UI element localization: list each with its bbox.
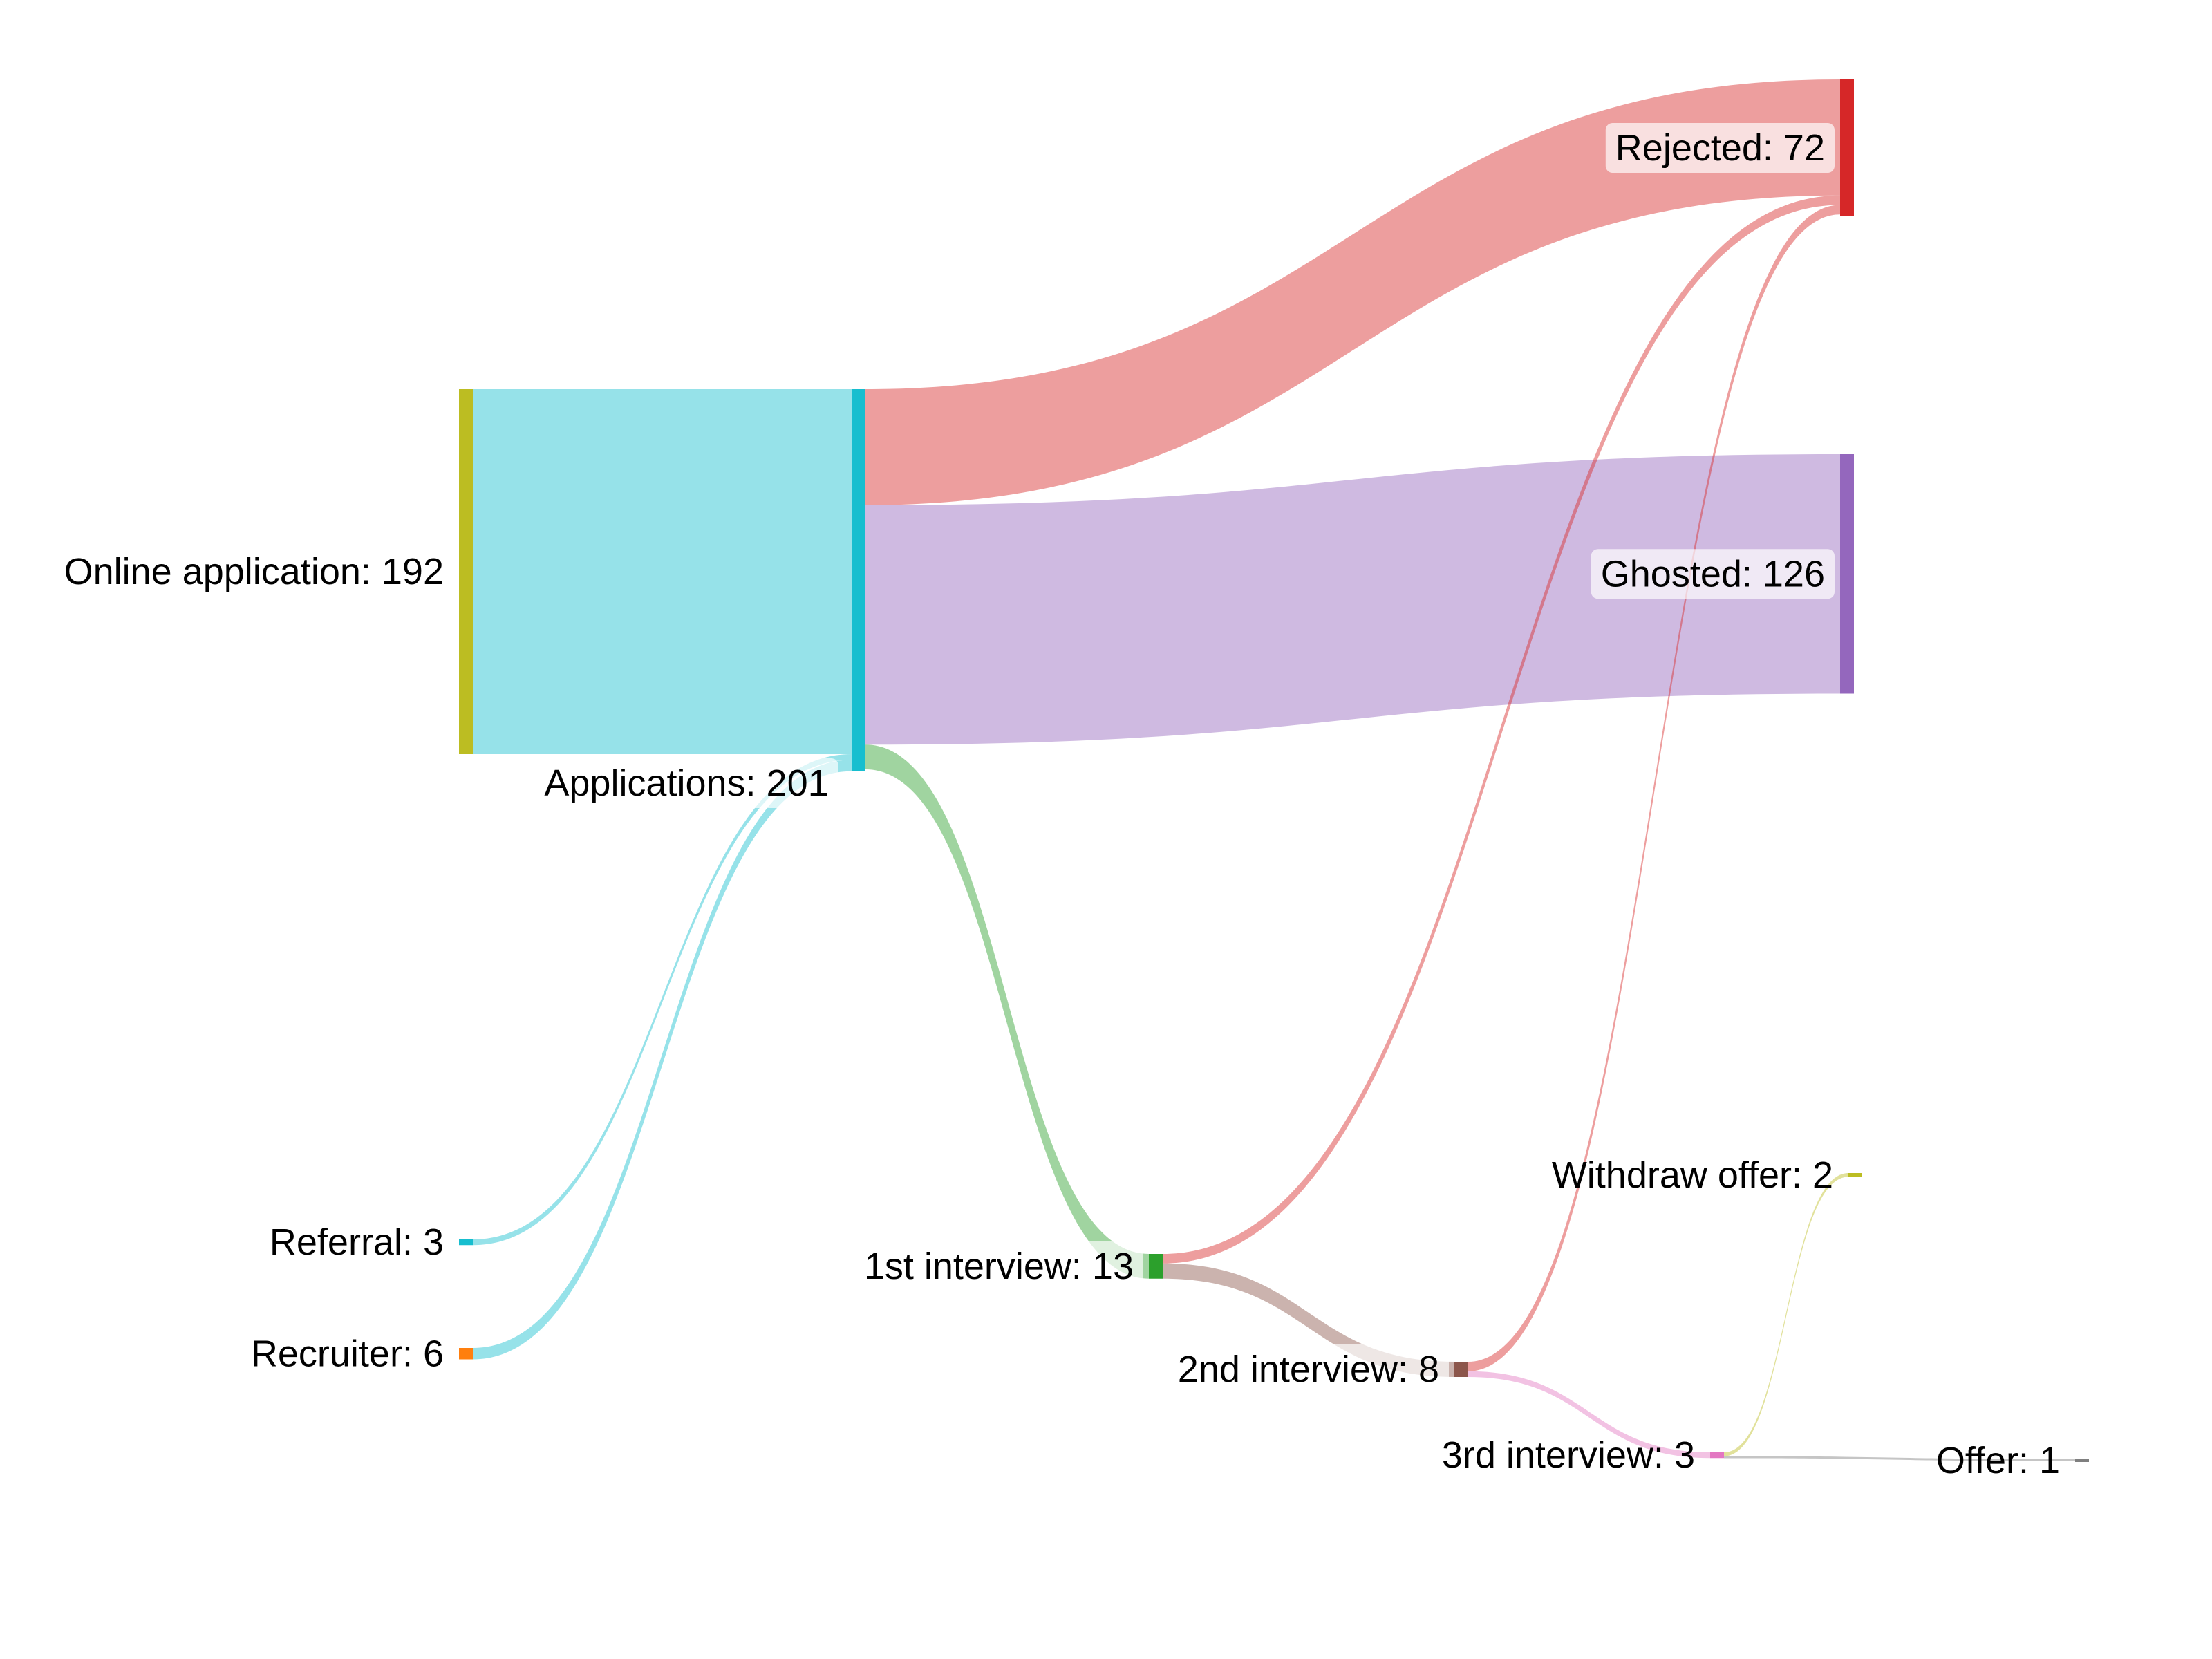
label-int2-background bbox=[1168, 1344, 1449, 1394]
node-referral bbox=[459, 1239, 473, 1246]
link-referral-to-applications bbox=[473, 754, 852, 1246]
label-int3: 3rd interview: 3 bbox=[1442, 1434, 1695, 1476]
node-rejected bbox=[1840, 79, 1854, 216]
label-rejected-text: Rejected: 72 bbox=[1615, 127, 1825, 169]
link-applications-to-ghosted bbox=[865, 454, 1840, 745]
link-int3-to-withdraw bbox=[1724, 1173, 1848, 1456]
label-recruiter-text: Recruiter: 6 bbox=[251, 1333, 444, 1374]
label-int3-text: 3rd interview: 3 bbox=[1442, 1434, 1695, 1476]
node-withdraw bbox=[1848, 1173, 1862, 1177]
label-withdraw: Withdraw offer: 2 bbox=[1552, 1154, 1833, 1196]
label-ghosted-text: Ghosted: 126 bbox=[1601, 553, 1825, 594]
node-ghosted bbox=[1840, 454, 1854, 694]
link-applications-to-rejected bbox=[865, 79, 1840, 505]
link-online-to-applications bbox=[473, 389, 852, 754]
label-applications-background bbox=[534, 758, 838, 808]
labels-layer: Online application: 192 Referral: 3 Recrui… bbox=[64, 123, 2060, 1481]
node-offer bbox=[2075, 1459, 2089, 1462]
link-int1-to-int2 bbox=[1163, 1263, 1454, 1377]
label-int1: 1st interview: 13 bbox=[854, 1241, 1143, 1291]
label-ghosted: Ghosted: 126 bbox=[1591, 549, 1835, 599]
node-online bbox=[459, 389, 473, 754]
label-online-text: Online application: 192 bbox=[64, 551, 444, 592]
nodes-layer bbox=[459, 79, 2089, 1462]
label-int2: 2nd interview: 8 bbox=[1168, 1344, 1449, 1394]
label-ghosted-background bbox=[1591, 549, 1835, 599]
node-recruiter bbox=[459, 1348, 473, 1360]
link-int3-to-offer bbox=[1724, 1456, 2075, 1461]
node-int3 bbox=[1710, 1452, 1724, 1459]
link-applications-to-int1 bbox=[865, 744, 1149, 1279]
node-applications bbox=[852, 389, 865, 771]
label-referral-text: Referral: 3 bbox=[270, 1221, 444, 1263]
label-offer: Offer: 1 bbox=[1936, 1440, 2060, 1481]
label-applications: Applications: 201 bbox=[534, 758, 838, 808]
label-applications-text: Applications: 201 bbox=[544, 762, 828, 804]
node-int2 bbox=[1454, 1362, 1468, 1377]
label-int1-text: 1st interview: 13 bbox=[864, 1246, 1134, 1287]
label-offer-text: Offer: 1 bbox=[1936, 1440, 2060, 1481]
label-referral: Referral: 3 bbox=[270, 1221, 444, 1263]
label-online: Online application: 192 bbox=[64, 551, 444, 592]
node-int1 bbox=[1149, 1254, 1163, 1279]
label-rejected: Rejected: 72 bbox=[1605, 123, 1835, 173]
link-int2-to-rejected bbox=[1468, 205, 1840, 1371]
label-int2-text: 2nd interview: 8 bbox=[1178, 1349, 1439, 1390]
label-recruiter: Recruiter: 6 bbox=[251, 1333, 444, 1374]
link-int1-to-rejected bbox=[1163, 195, 1840, 1264]
links-layer bbox=[473, 79, 2075, 1461]
link-recruiter-to-applications bbox=[473, 760, 852, 1360]
label-int1-background bbox=[854, 1241, 1143, 1291]
label-withdraw-text: Withdraw offer: 2 bbox=[1552, 1154, 1833, 1196]
label-rejected-background bbox=[1605, 123, 1835, 173]
link-int2-to-int3 bbox=[1468, 1371, 1710, 1459]
